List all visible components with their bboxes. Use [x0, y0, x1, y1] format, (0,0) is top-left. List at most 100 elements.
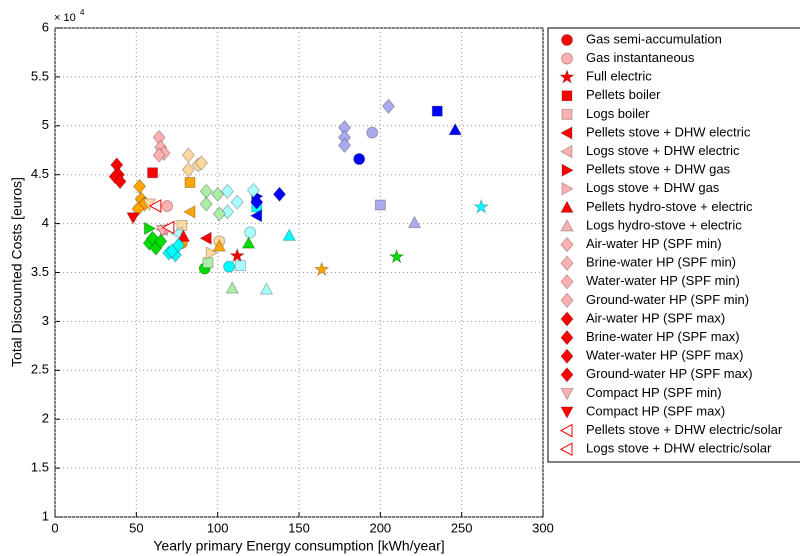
point: [229, 247, 246, 263]
point: [249, 208, 263, 223]
point: [374, 199, 386, 211]
point: [147, 167, 159, 179]
point: [241, 236, 256, 249]
point: [176, 220, 188, 232]
point: [171, 237, 186, 253]
legend-marker: [559, 126, 573, 140]
point: [212, 206, 226, 222]
point: [131, 201, 145, 217]
legend-marker: [560, 52, 574, 65]
point: [259, 282, 274, 295]
y-scale-base: × 10: [54, 12, 76, 24]
point: [337, 137, 352, 154]
legend-marker: [560, 200, 574, 213]
legend-label: Brine-water HP (SPF max): [586, 329, 740, 344]
x-tick-label: 200: [369, 520, 391, 535]
point: [246, 182, 261, 199]
legend-label: Water-water HP (SPF min): [586, 273, 740, 288]
x-axis-label: Yearly primary Energy consumption [kWh/y…: [153, 538, 444, 554]
point: [473, 198, 490, 214]
point: [353, 153, 366, 165]
point: [113, 173, 127, 190]
point: [381, 98, 396, 115]
point: [181, 147, 196, 163]
point: [176, 229, 191, 242]
legend-marker: [561, 163, 575, 178]
point: [199, 196, 213, 212]
y-tick-label: 6: [42, 19, 49, 34]
legend-box: [547, 27, 800, 463]
point: [220, 204, 235, 220]
point: [366, 126, 379, 139]
point: [143, 221, 157, 236]
y-tick-label: 5.5: [31, 68, 49, 83]
point: [223, 260, 236, 273]
legend-marker: [558, 68, 576, 85]
y-tick-label: 3.5: [31, 264, 49, 279]
point: [212, 239, 227, 252]
legend-label: Logs stove + DHW gas: [586, 180, 720, 195]
legend-label: Pellets boiler: [586, 87, 661, 102]
legend-label: Ground-water HP (SPF max): [586, 366, 753, 381]
legend-marker: [560, 367, 574, 383]
y-tick-label: 3: [42, 313, 49, 328]
legend-marker: [559, 442, 573, 457]
x-tick-label: 150: [288, 520, 310, 535]
point: [194, 155, 209, 171]
point: [181, 162, 196, 178]
point: [250, 194, 264, 210]
point: [234, 260, 246, 272]
legend-marker: [560, 387, 574, 401]
point: [132, 178, 147, 195]
point: [161, 220, 175, 235]
point: [272, 186, 287, 203]
legend-label: Ground-water HP (SPF min): [586, 292, 749, 307]
point: [205, 246, 219, 260]
legend-marker: [559, 423, 573, 438]
point: [220, 183, 235, 200]
legend-marker: [561, 90, 573, 102]
y-tick-label: 2.5: [31, 362, 49, 377]
point: [184, 177, 196, 189]
y-tick-label: 1: [42, 508, 49, 523]
point: [230, 194, 244, 210]
legend-label: Logs boiler: [586, 106, 650, 121]
y-tick-label: 5: [42, 117, 49, 132]
legend-label: Logs stove + DHW electric: [586, 143, 740, 158]
point: [126, 212, 140, 225]
point: [182, 205, 196, 219]
legend-label: Water-water HP (SPF max): [586, 348, 743, 363]
point: [448, 122, 463, 136]
point: [211, 186, 225, 203]
legend-label: Pellets stove + DHW gas: [586, 162, 731, 177]
legend-marker: [560, 34, 574, 46]
legend-label: Air-water HP (SPF max): [586, 310, 725, 325]
x-tick-label: 300: [532, 520, 554, 535]
legend-marker: [559, 144, 573, 159]
y-tick-label: 2: [42, 411, 49, 426]
point: [313, 261, 330, 277]
x-tick-label: 100: [207, 520, 229, 535]
legend-label: Compact HP (SPF min): [586, 385, 722, 400]
legend-marker: [560, 292, 574, 309]
legend-label: Compact HP (SPF max): [586, 403, 725, 418]
point: [148, 199, 162, 213]
legend-marker: [560, 406, 574, 420]
legend-marker: [560, 274, 574, 290]
x-tick-label: 0: [51, 520, 58, 535]
y-tick-label: 1.5: [31, 460, 49, 475]
point: [152, 147, 166, 163]
point: [388, 248, 405, 264]
x-tick-label: 250: [451, 520, 473, 535]
point: [431, 105, 443, 117]
point: [282, 228, 297, 241]
point: [154, 233, 168, 249]
point: [244, 226, 257, 239]
legend-label: Logs hydro-stove + electric: [586, 217, 742, 232]
point: [407, 215, 422, 229]
legend-marker: [561, 181, 575, 196]
legend-marker: [561, 108, 573, 120]
y-scale-exponent: 4: [80, 8, 85, 17]
